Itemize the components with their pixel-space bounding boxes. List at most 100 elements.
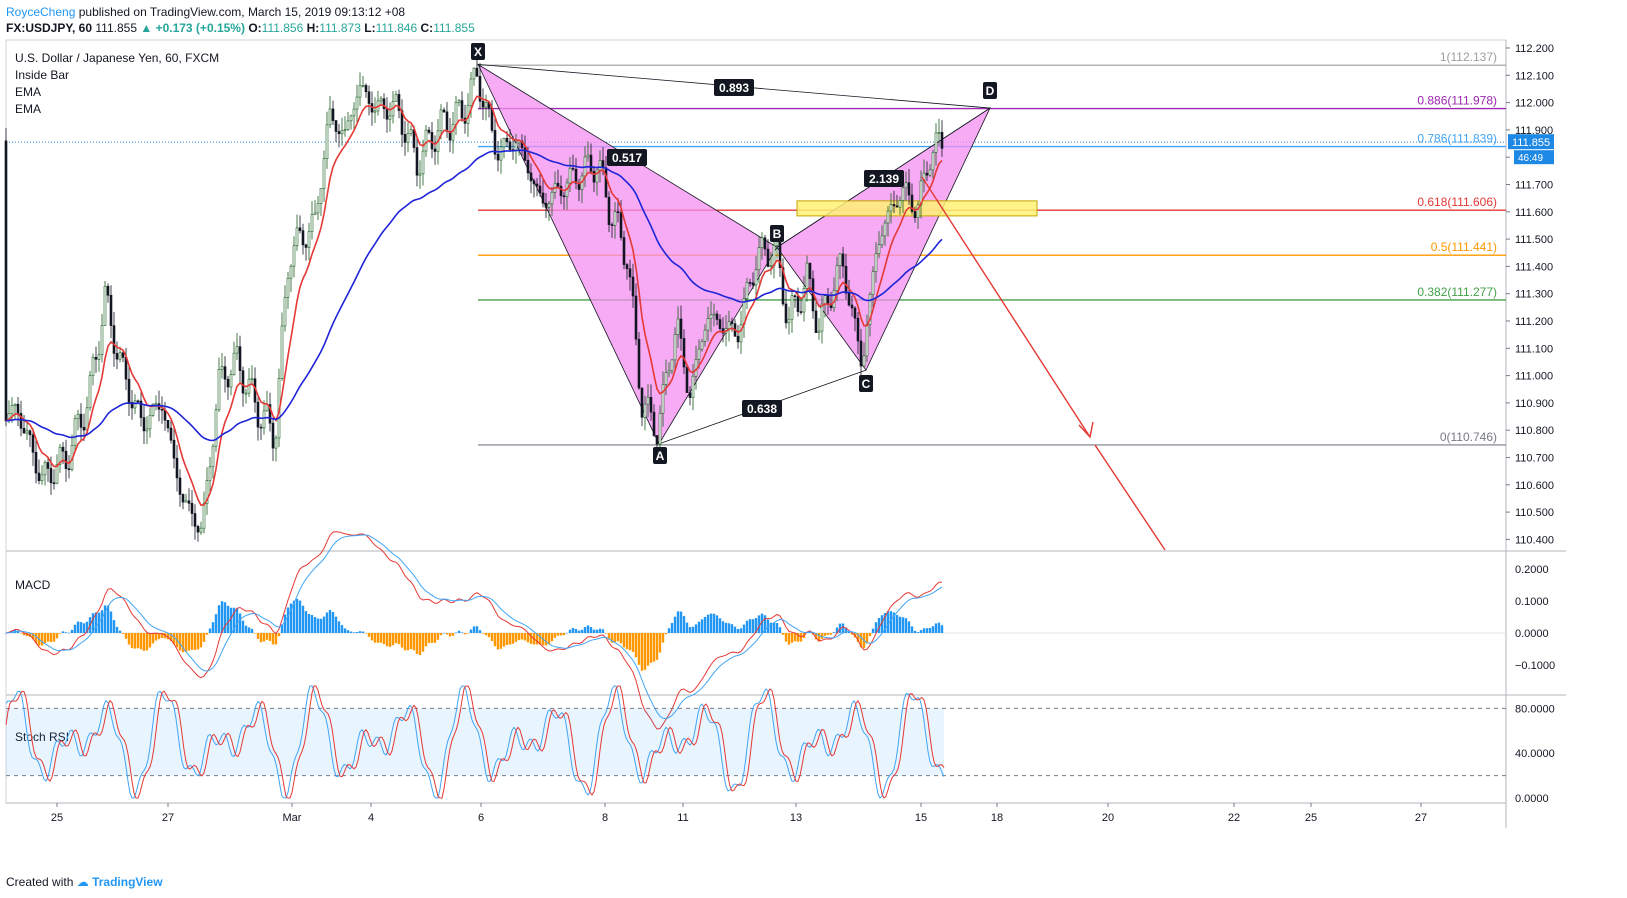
macd-histogram-bar — [754, 618, 758, 633]
candle-body — [763, 237, 767, 250]
macd-histogram-bar — [916, 632, 920, 633]
candle-body — [931, 152, 935, 171]
pattern-point-a-bg — [653, 447, 667, 464]
candle-body — [421, 150, 425, 175]
candle-body — [793, 295, 797, 297]
candle-body — [877, 244, 881, 254]
time-axis-label: 6 — [478, 812, 484, 824]
macd-histogram-bar — [193, 633, 197, 650]
macd-histogram-bar — [502, 633, 506, 647]
macd-histogram-bar — [352, 632, 356, 633]
macd-histogram-bar — [118, 630, 122, 633]
macd-histogram-bar — [856, 633, 860, 642]
macd-histogram-bar — [256, 633, 260, 639]
macd-histogram-bar — [607, 633, 611, 640]
candle-body — [784, 303, 788, 324]
macd-histogram-bar — [661, 633, 665, 643]
pattern-ratio-label-bg — [607, 149, 647, 166]
macd-histogram-bar — [472, 626, 476, 633]
macd-histogram-bar — [730, 624, 734, 633]
price-axis-label: 111.200 — [1515, 316, 1553, 328]
macd-histogram-bar — [466, 633, 470, 634]
last-price-badge: 111.855 — [1512, 137, 1550, 149]
candle-body — [616, 211, 620, 213]
macd-histogram-bar — [781, 633, 785, 635]
pattern-triangle-bcd — [776, 106, 991, 371]
macd-histogram-bar — [526, 633, 530, 643]
macd-histogram-bar — [784, 633, 788, 642]
macd-histogram-bar — [547, 633, 551, 645]
macd-histogram-bar — [49, 633, 53, 643]
candle-body — [679, 318, 683, 339]
pattern-point-a: A — [656, 449, 665, 463]
macd-histogram-bar — [280, 624, 284, 633]
candle-body — [397, 94, 401, 111]
price-axis-label: 111.700 — [1515, 180, 1553, 192]
macd-histogram-bar — [274, 633, 278, 645]
macd-histogram-bar — [331, 612, 335, 633]
candle-body — [472, 67, 476, 80]
macd-histogram-bar — [367, 633, 371, 637]
macd-histogram-bar — [490, 633, 494, 642]
macd-histogram-bar — [121, 633, 125, 634]
candle-body — [394, 94, 398, 102]
candle-body — [493, 130, 497, 155]
candle-body — [526, 160, 530, 174]
macd-histogram-bar — [169, 633, 173, 642]
author-link[interactable]: RoyceCheng — [6, 5, 76, 19]
macd-histogram-bar — [928, 627, 932, 633]
candle-body — [745, 282, 749, 299]
macd-histogram-bar — [826, 633, 830, 635]
macd-histogram-bar — [766, 619, 770, 633]
macd-histogram-bar — [19, 633, 23, 634]
candle-body — [223, 366, 227, 380]
candle-body — [160, 408, 164, 411]
candle-body — [169, 427, 173, 441]
tradingview-link[interactable]: TradingView — [92, 875, 163, 889]
macd-histogram-bar — [847, 631, 851, 633]
candle-body — [349, 115, 353, 122]
macd-histogram-bar — [775, 623, 779, 633]
macd-histogram-bar — [709, 613, 713, 633]
pattern-ratio-label-bg — [742, 400, 782, 417]
candle-body — [499, 146, 503, 161]
macd-histogram-bar — [385, 633, 389, 647]
candle-body — [58, 446, 62, 465]
candle-body — [802, 288, 806, 313]
macd-histogram-bar — [634, 633, 638, 658]
candle-body — [613, 211, 617, 226]
macd-histogram-bar — [115, 626, 119, 633]
candle-body — [319, 188, 323, 205]
macd-histogram-bar — [865, 633, 869, 644]
macd-histogram-bar — [667, 628, 671, 633]
macd-axis-label: 0.2000 — [1515, 564, 1549, 576]
candle-body — [151, 403, 155, 416]
candle-body — [712, 313, 716, 316]
macd-histogram-bar — [418, 633, 422, 656]
macd-histogram-bar — [325, 612, 329, 633]
candle-body — [898, 200, 902, 208]
macd-histogram-bar — [925, 628, 929, 633]
candle-body — [886, 210, 890, 224]
macd-histogram-bar — [637, 633, 641, 665]
candle-body — [244, 392, 248, 395]
macd-histogram-bar — [145, 633, 149, 651]
candle-body — [844, 265, 848, 294]
macd-histogram-bar — [211, 622, 215, 633]
candle-body — [193, 513, 197, 527]
candle-body — [757, 247, 761, 271]
candle-body — [823, 295, 827, 305]
price-axis-label: 112.000 — [1515, 98, 1554, 110]
time-axis-label: 11 — [677, 812, 688, 824]
candle-body — [871, 271, 875, 295]
candle-body — [43, 462, 47, 476]
candle-body — [904, 182, 908, 189]
candle-body — [748, 282, 752, 284]
candle-body — [691, 375, 695, 398]
candle-body — [100, 325, 104, 356]
candle-body — [667, 370, 671, 374]
macd-histogram-bar — [604, 633, 608, 634]
candle-body — [415, 147, 419, 176]
pattern-point-d-bg — [983, 82, 997, 99]
